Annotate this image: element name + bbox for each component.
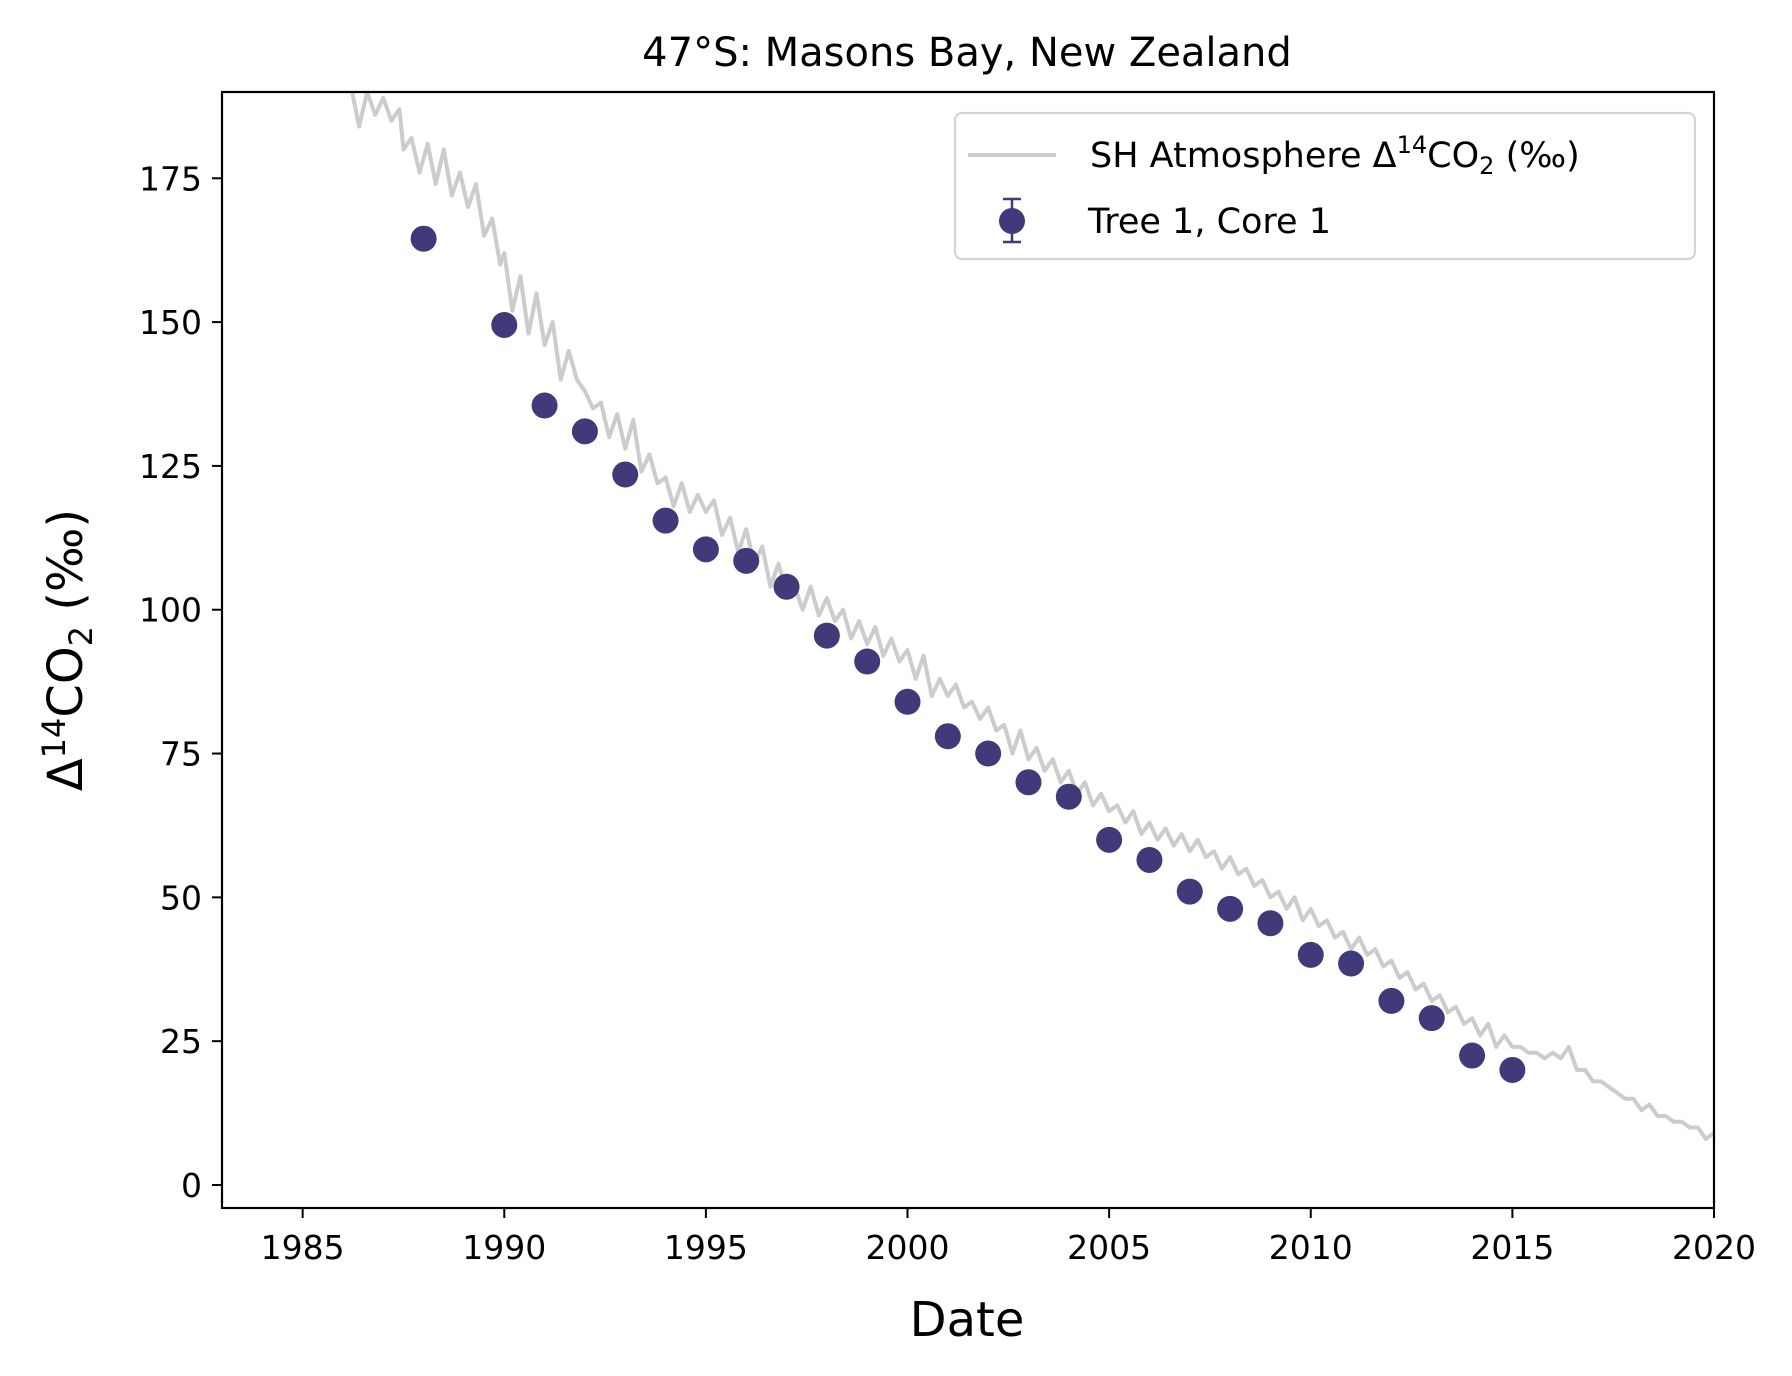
data-point-tree bbox=[612, 461, 639, 488]
plot-frame bbox=[220, 90, 1716, 1210]
data-point-tree bbox=[1055, 783, 1082, 810]
legend-box bbox=[953, 111, 1697, 261]
y-axis-label-suffix: (‰) bbox=[38, 509, 94, 626]
data-point-tree bbox=[1015, 769, 1042, 796]
data-point-tree bbox=[652, 507, 679, 534]
y-tick-label: 25 bbox=[160, 1022, 202, 1061]
x-tick-label: 2020 bbox=[1672, 1228, 1756, 1267]
data-point-tree bbox=[491, 311, 518, 338]
data-point-tree bbox=[571, 418, 598, 445]
legend-label-tree: Tree 1, Core 1 bbox=[1087, 202, 1331, 242]
data-point-tree bbox=[1338, 950, 1365, 977]
y-tick-label: 50 bbox=[160, 878, 202, 917]
data-point-tree bbox=[531, 392, 558, 419]
data-point-tree bbox=[1096, 826, 1123, 853]
x-axis-label: Date bbox=[910, 1292, 1025, 1348]
x-tick-label: 2010 bbox=[1269, 1228, 1353, 1267]
y-axis-label-sup: 14 bbox=[35, 718, 73, 759]
data-point-tree bbox=[854, 648, 881, 675]
series-line-atmosphere bbox=[350, 92, 1714, 1141]
legend-label-atmosphere: SH Atmosphere Δ14CO2 (‰) bbox=[1090, 131, 1580, 180]
data-point-tree bbox=[975, 740, 1002, 767]
plot-area bbox=[350, 92, 1714, 1141]
y-axis-label-prefix: Δ bbox=[38, 758, 94, 791]
y-axis: 0 25 50 75 100 125 150 175 bbox=[139, 159, 222, 1205]
y-tick-label: 175 bbox=[139, 159, 202, 198]
y-tick-label: 125 bbox=[139, 447, 202, 486]
x-tick-label: 2015 bbox=[1470, 1228, 1554, 1267]
data-point-tree bbox=[1418, 1005, 1445, 1032]
x-tick-label: 1985 bbox=[261, 1228, 345, 1267]
chart-title: 47°S: Masons Bay, New Zealand bbox=[642, 30, 1292, 76]
data-point-tree bbox=[692, 536, 719, 563]
y-axis-label-mid: CO bbox=[38, 646, 94, 717]
data-point-tree bbox=[1257, 910, 1284, 937]
y-tick-label: 75 bbox=[160, 735, 202, 774]
data-point-tree bbox=[733, 547, 760, 574]
x-axis: 1985 1990 1995 2000 2005 2010 2015 2020 bbox=[261, 1208, 1756, 1267]
x-tick-label: 2005 bbox=[1067, 1228, 1151, 1267]
data-point-tree bbox=[1297, 941, 1324, 968]
data-point-tree bbox=[894, 688, 921, 715]
x-tick-label: 2000 bbox=[866, 1228, 950, 1267]
data-point-tree bbox=[934, 723, 961, 750]
data-point-tree bbox=[1378, 987, 1405, 1014]
data-point-tree bbox=[410, 225, 437, 252]
data-point-tree bbox=[1459, 1042, 1486, 1069]
y-axis-label: Δ14CO2 (‰) bbox=[35, 509, 100, 791]
y-tick-label: 150 bbox=[139, 303, 202, 342]
y-axis-label-sub: 2 bbox=[62, 626, 100, 646]
x-tick-label: 1990 bbox=[462, 1228, 546, 1267]
data-point-tree bbox=[813, 622, 840, 649]
legend-marker-tree bbox=[999, 208, 1025, 234]
data-point-tree bbox=[1176, 878, 1203, 905]
x-tick-label: 1995 bbox=[664, 1228, 748, 1267]
legend: SH Atmosphere Δ14CO2 (‰) Tree 1, Core 1 bbox=[953, 111, 1697, 261]
data-point-tree bbox=[1499, 1056, 1526, 1083]
y-tick-label: 100 bbox=[139, 591, 202, 630]
data-point-tree bbox=[1136, 846, 1163, 873]
y-tick-label: 0 bbox=[181, 1166, 202, 1205]
data-point-tree bbox=[773, 573, 800, 600]
data-point-tree bbox=[1217, 895, 1244, 922]
